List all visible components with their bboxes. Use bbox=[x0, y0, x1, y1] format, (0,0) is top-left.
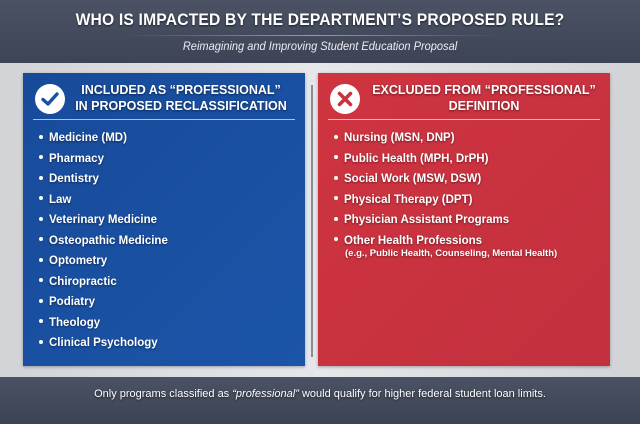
list-item-label: Optometry bbox=[49, 255, 108, 267]
bullet-icon bbox=[39, 134, 43, 139]
bullet-icon bbox=[39, 278, 43, 283]
footer-emphasis: “professional” bbox=[232, 388, 299, 400]
bullet-icon bbox=[334, 216, 338, 221]
list-item-label: Pharmacy bbox=[49, 152, 104, 165]
bullet-icon bbox=[334, 134, 338, 139]
bullet-icon bbox=[334, 175, 338, 180]
excluded-heading-line2: DEFINITION bbox=[448, 99, 520, 113]
bullet-icon bbox=[39, 257, 43, 262]
title-divider bbox=[125, 35, 500, 36]
included-panel-header: INCLUDED AS “PROFESSIONAL” IN PROPOSED R… bbox=[23, 73, 305, 121]
footer-text-end: would qualify for higher federal student… bbox=[298, 388, 546, 400]
list-item-label: Law bbox=[49, 193, 72, 206]
list-item: Other Health Professions (e.g., Public He… bbox=[334, 231, 557, 259]
list-item: Veterinary Medicine bbox=[39, 210, 168, 231]
list-item-label: Veterinary Medicine bbox=[49, 214, 158, 226]
header-banner: WHO IS IMPACTED BY THE DEPARTMENT’S PROP… bbox=[0, 0, 640, 63]
content-area: INCLUDED AS “PROFESSIONAL” IN PROPOSED R… bbox=[0, 63, 640, 377]
list-item-label: Dentistry bbox=[49, 173, 99, 185]
list-item-label: Nursing (MSN, DNP) bbox=[344, 132, 455, 144]
footer-text-start: Only programs classified as bbox=[94, 388, 233, 400]
list-item-label: Physician Assistant Programs bbox=[344, 214, 510, 226]
bullet-icon bbox=[39, 196, 43, 201]
list-item-label: Podiatry bbox=[49, 296, 96, 308]
panel-divider bbox=[311, 85, 313, 357]
list-item: Physical Therapy (DPT) bbox=[334, 190, 557, 211]
list-item: Theology bbox=[39, 313, 168, 334]
list-item: Law bbox=[39, 190, 168, 211]
bullet-icon bbox=[39, 175, 43, 180]
list-item-note: (e.g., Public Health, Counseling, Mental… bbox=[345, 247, 558, 259]
page-title: WHO IS IMPACTED BY THE DEPARTMENT’S PROP… bbox=[75, 10, 565, 29]
footer-note: Only programs classified as “professiona… bbox=[0, 388, 640, 400]
list-item-label: Other Health Professions bbox=[344, 234, 483, 247]
list-item: Podiatry bbox=[39, 292, 168, 313]
excluded-panel-header: EXCLUDED FROM “PROFESSIONAL” DEFINITION bbox=[318, 73, 610, 121]
footer-banner: Only programs classified as “professiona… bbox=[0, 377, 640, 424]
included-heading: INCLUDED AS “PROFESSIONAL” IN PROPOSED R… bbox=[69, 82, 293, 114]
excluded-list: Nursing (MSN, DNP) Public Health (MPH, Dr… bbox=[334, 128, 557, 259]
list-item-label: Social Work (MSW, DSW) bbox=[344, 173, 482, 185]
list-item: Osteopathic Medicine bbox=[39, 231, 168, 252]
check-circle-icon bbox=[35, 84, 65, 114]
bullet-icon bbox=[39, 237, 43, 242]
bullet-icon bbox=[334, 155, 338, 160]
bullet-icon bbox=[39, 339, 43, 344]
list-item-label: Theology bbox=[49, 316, 101, 329]
page-subtitle: Reimagining and Improving Student Educat… bbox=[182, 39, 458, 53]
included-panel: INCLUDED AS “PROFESSIONAL” IN PROPOSED R… bbox=[23, 73, 305, 366]
bullet-icon bbox=[39, 319, 43, 324]
list-item: Optometry bbox=[39, 251, 168, 272]
excluded-header-divider bbox=[328, 119, 600, 120]
included-heading-line1: INCLUDED AS “PROFESSIONAL” bbox=[81, 83, 281, 97]
list-item-label: Osteopathic Medicine bbox=[49, 234, 168, 247]
list-item-label: Medicine (MD) bbox=[49, 132, 127, 144]
list-item: Physician Assistant Programs bbox=[334, 210, 557, 231]
list-item: Chiropractic bbox=[39, 272, 168, 293]
included-header-divider bbox=[33, 119, 295, 120]
list-item-label: Physical Therapy (DPT) bbox=[344, 193, 473, 206]
included-heading-line2: IN PROPOSED RECLASSIFICATION bbox=[75, 99, 287, 113]
list-item-label: Clinical Psychology bbox=[49, 337, 158, 349]
list-item: Social Work (MSW, DSW) bbox=[334, 169, 557, 190]
bullet-icon bbox=[334, 237, 338, 242]
bullet-icon bbox=[39, 155, 43, 160]
bullet-icon bbox=[39, 298, 43, 303]
excluded-heading-line1: EXCLUDED FROM “PROFESSIONAL” bbox=[372, 83, 596, 97]
list-item: Public Health (MPH, DrPH) bbox=[334, 149, 557, 170]
excluded-heading: EXCLUDED FROM “PROFESSIONAL” DEFINITION bbox=[366, 82, 602, 114]
list-item: Dentistry bbox=[39, 169, 168, 190]
list-item-label: Chiropractic bbox=[49, 275, 117, 288]
x-circle-icon bbox=[330, 84, 360, 114]
list-item: Medicine (MD) bbox=[39, 128, 168, 149]
bullet-icon bbox=[39, 216, 43, 221]
excluded-panel: EXCLUDED FROM “PROFESSIONAL” DEFINITION … bbox=[318, 73, 610, 366]
bullet-icon bbox=[334, 196, 338, 201]
list-item: Clinical Psychology bbox=[39, 333, 168, 354]
list-item-label: Public Health (MPH, DrPH) bbox=[344, 152, 489, 165]
list-item: Pharmacy bbox=[39, 149, 168, 170]
included-list: Medicine (MD) Pharmacy Dentistry Law Veterin… bbox=[39, 128, 168, 354]
list-item: Nursing (MSN, DNP) bbox=[334, 128, 557, 149]
